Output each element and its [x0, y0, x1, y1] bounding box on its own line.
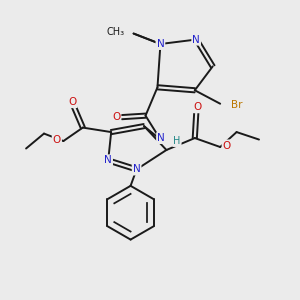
- Text: N: N: [157, 39, 164, 49]
- Text: N: N: [157, 39, 164, 49]
- Text: O: O: [112, 112, 120, 122]
- Text: O: O: [68, 97, 76, 107]
- Text: N: N: [104, 155, 112, 166]
- Text: O: O: [53, 135, 61, 146]
- Text: O: O: [194, 102, 202, 112]
- Text: O: O: [223, 140, 231, 151]
- Text: N: N: [104, 155, 112, 166]
- Text: N: N: [192, 34, 200, 44]
- Text: N: N: [133, 164, 140, 174]
- Text: H: H: [173, 136, 181, 146]
- Text: N: N: [157, 133, 165, 143]
- Text: O: O: [223, 140, 231, 151]
- Text: O: O: [194, 102, 202, 112]
- Text: CH₃: CH₃: [106, 27, 124, 37]
- Text: N: N: [157, 133, 165, 143]
- Text: N: N: [192, 34, 200, 44]
- Text: CH₃: CH₃: [106, 27, 124, 37]
- Text: Br: Br: [231, 100, 242, 110]
- Text: H: H: [173, 136, 181, 146]
- Text: O: O: [53, 135, 61, 146]
- Text: O: O: [112, 112, 120, 122]
- Text: CH₃: CH₃: [108, 28, 124, 37]
- Text: Br: Br: [231, 100, 242, 110]
- Text: O: O: [68, 97, 76, 107]
- Text: N: N: [133, 164, 140, 174]
